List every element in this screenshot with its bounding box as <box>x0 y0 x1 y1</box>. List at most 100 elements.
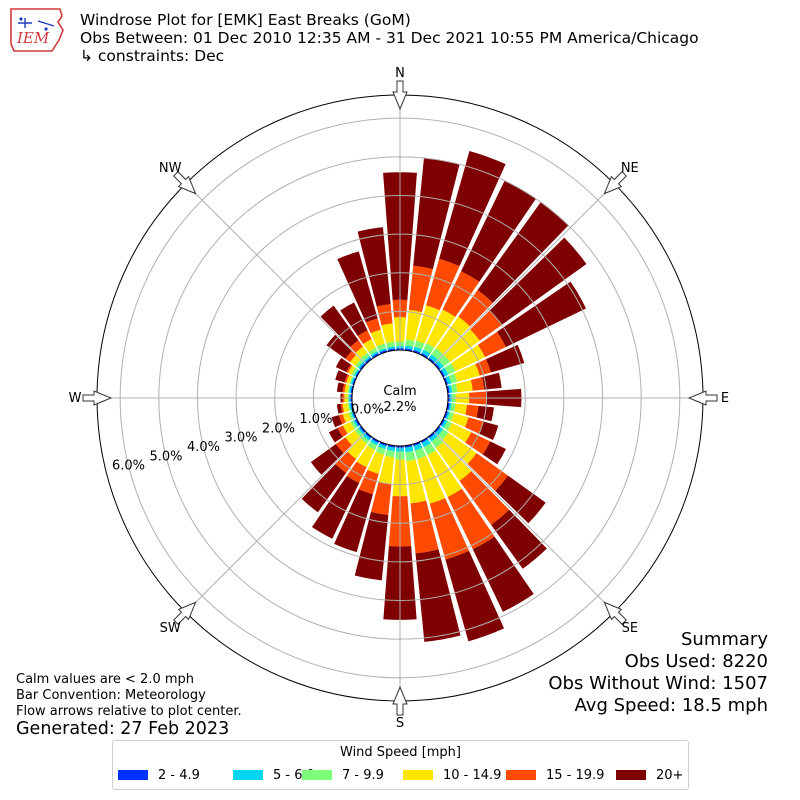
bar-segment <box>311 475 360 539</box>
compass-label: SE <box>622 621 638 636</box>
bar-segment <box>450 403 456 412</box>
compass-label: E <box>721 391 729 406</box>
bar-segment <box>370 329 385 347</box>
calm-circle <box>351 349 449 447</box>
bar-segment <box>340 403 345 413</box>
bar-segment <box>464 417 484 434</box>
bar-segment <box>442 432 477 464</box>
bar-segment <box>415 549 461 642</box>
bar-segment <box>381 323 395 344</box>
bar-segment <box>435 360 444 369</box>
bar-segment <box>444 329 480 363</box>
bar-segment <box>497 281 586 348</box>
direction-arrow-shape <box>82 390 113 406</box>
bar-segment <box>470 377 485 391</box>
bar-segment <box>376 343 386 351</box>
bar-segment <box>346 375 353 384</box>
direction-arrow-icon <box>687 390 718 406</box>
bar-segment <box>429 498 470 560</box>
bar-segment <box>445 376 452 385</box>
calm-note: Calm values are < 2.0 mph <box>16 672 195 687</box>
bar-segment <box>346 364 353 373</box>
compass-label: S <box>396 716 404 731</box>
direction-arrow-shape <box>173 171 197 195</box>
bar-segment <box>443 377 449 386</box>
bar-segment <box>353 369 360 377</box>
direction-arrow-icon <box>392 80 408 111</box>
legend-swatch <box>616 770 646 780</box>
radial-tick-label: 3.0% <box>224 431 257 446</box>
bar-segment <box>420 437 429 443</box>
bar-segment <box>344 384 349 393</box>
bar-segment <box>482 441 506 465</box>
bar-segment <box>338 414 346 425</box>
bar-segment <box>431 436 443 448</box>
bar-segment <box>405 450 416 462</box>
bar-segment <box>326 334 352 359</box>
bar-segment <box>370 439 379 446</box>
bar-segment <box>408 265 433 313</box>
bar-segment <box>426 258 460 311</box>
radial-tick-label: 2.0% <box>262 421 295 436</box>
bar-segment <box>412 349 421 355</box>
iem-logo-text: IEM <box>17 29 50 47</box>
compass-label: SW <box>160 621 181 636</box>
direction-arrow-icon <box>82 390 113 406</box>
bar-segment <box>379 441 388 447</box>
bar-segment <box>410 500 439 554</box>
bar-segment <box>442 271 480 317</box>
summary-avg-speed: Avg Speed: 18.5 mph <box>574 695 768 716</box>
direction-arrow-shape <box>392 80 408 111</box>
direction-arrow-icon <box>173 601 197 625</box>
bar-segment <box>371 353 380 359</box>
bar-segment <box>379 349 388 355</box>
bar-segment <box>347 384 351 393</box>
bar-segment <box>413 346 422 353</box>
direction-arrow-icon <box>603 601 627 625</box>
bar-segment <box>342 412 351 423</box>
bar-segment <box>335 437 352 454</box>
direction-arrow-shape <box>173 601 197 625</box>
bar-segment <box>349 376 354 385</box>
direction-arrow-shape <box>603 171 627 195</box>
bar-segment <box>359 426 366 433</box>
chart-title: Windrose Plot for [EMK] East Breaks (GoM… <box>80 11 411 29</box>
bar-segment <box>445 411 450 420</box>
bar-segment <box>472 536 534 612</box>
bar-segment <box>438 429 449 440</box>
bar-segment <box>355 370 361 378</box>
bar-segment <box>350 376 355 385</box>
legend-item-bin-4: 15 - 19.9 <box>506 767 604 783</box>
compass-label: NW <box>159 161 182 176</box>
bar-segment <box>421 349 431 357</box>
legend-swatch <box>118 770 148 780</box>
bar-segment <box>428 357 435 364</box>
bar-segment <box>356 445 375 468</box>
radial-tick-label: 4.0% <box>187 440 220 455</box>
bar-segment <box>357 427 365 435</box>
bar-segment <box>378 348 387 353</box>
bar-segment <box>344 374 350 383</box>
bar-segment <box>334 489 373 553</box>
bar-segment <box>465 404 479 418</box>
legend-label: 7 - 9.9 <box>342 767 384 783</box>
obs-between: Obs Between: 01 Dec 2010 12:35 AM - 31 D… <box>80 29 699 47</box>
legend-swatch <box>506 770 536 780</box>
bars-layer <box>301 150 587 642</box>
bar-segment <box>371 437 380 443</box>
bar-segment <box>350 355 361 366</box>
bar-segment <box>429 354 438 363</box>
bar-segment <box>345 350 356 363</box>
bar-segment <box>387 346 396 350</box>
bar-segment <box>337 425 348 438</box>
bar-segment <box>320 305 359 348</box>
bar-segment <box>365 357 372 364</box>
legend-label: 20+ <box>656 767 684 783</box>
bar-segment <box>357 361 365 369</box>
grid-spoke <box>185 431 367 613</box>
bar-segment <box>378 443 387 450</box>
bar-segment <box>301 464 347 513</box>
bar-segment <box>359 363 366 370</box>
bar-segment <box>349 385 352 394</box>
